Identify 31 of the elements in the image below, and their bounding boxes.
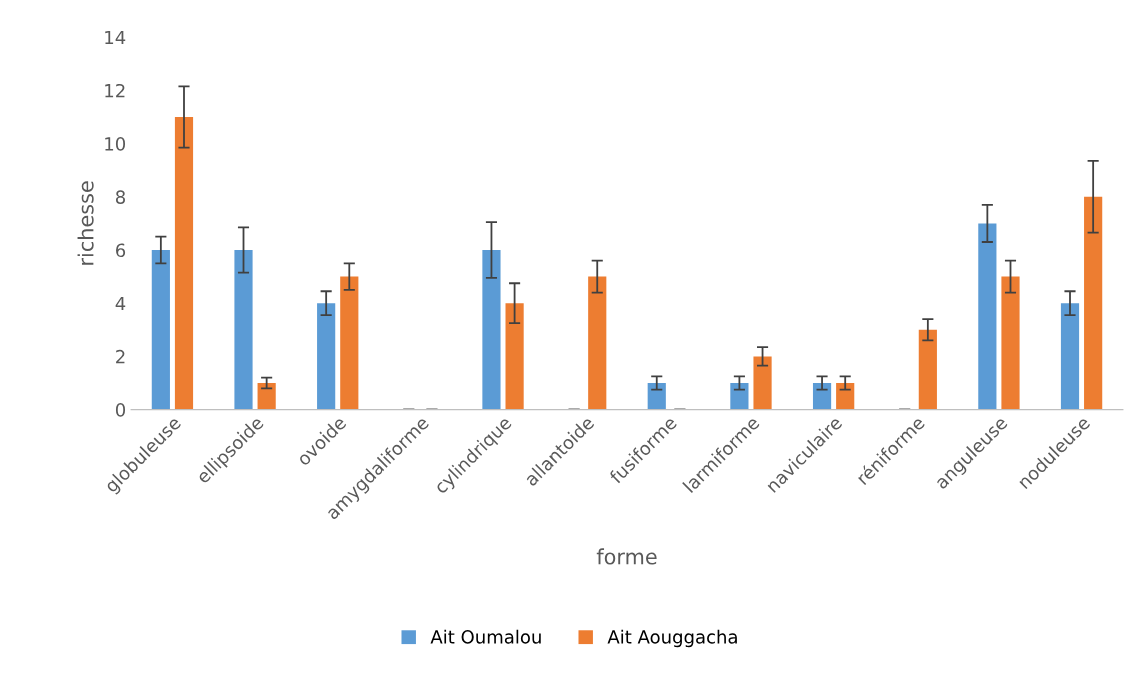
bar (340, 276, 359, 410)
bar (151, 250, 170, 410)
y-tick-label: 14 (105, 30, 126, 45)
y-tick-label: 2 (116, 349, 125, 364)
bar (836, 382, 855, 410)
bar (482, 250, 501, 410)
bar (588, 276, 607, 410)
legend-label: Ait Aouggacha (607, 629, 737, 648)
bar (753, 356, 772, 410)
bar (812, 382, 832, 410)
bar (730, 382, 749, 410)
bar (257, 382, 276, 410)
y-tick-label: 8 (115, 190, 125, 204)
x-axis-title: forme (596, 548, 657, 565)
y-tick-label: 10 (105, 137, 126, 151)
bar (978, 223, 997, 410)
y-tick-label: 4 (115, 296, 126, 311)
bar (174, 117, 194, 410)
y-tick-label: 0 (115, 403, 126, 417)
y-tick-label: 12 (105, 83, 125, 98)
bar (317, 303, 336, 410)
bar (505, 303, 524, 410)
bar (918, 329, 937, 410)
y-axis-title: richesse (77, 181, 94, 265)
bar (1084, 196, 1103, 410)
bar (647, 382, 666, 410)
bar (1001, 276, 1020, 410)
legend-label: Ait Oumalou (430, 629, 541, 644)
y-tick-label: 6 (116, 243, 126, 258)
bar (234, 250, 253, 410)
bar (1060, 303, 1080, 410)
